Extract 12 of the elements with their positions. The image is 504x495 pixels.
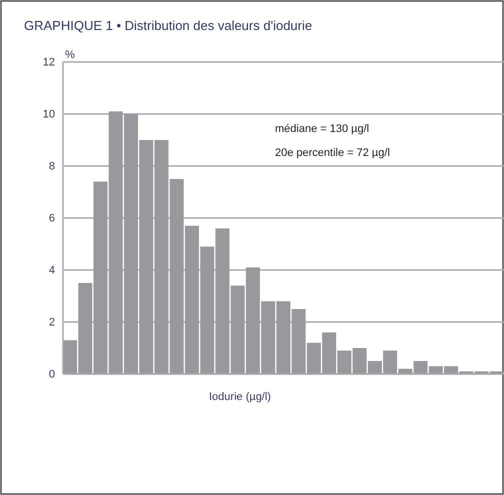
y-tick-label: 12	[42, 56, 55, 69]
annotation: médiane = 130 µg/l	[275, 123, 370, 135]
annotation: 20e percentile = 72 µg/l	[275, 147, 390, 159]
x-axis-title: Iodurie (µg/l)	[209, 391, 271, 403]
y-tick-label: 4	[48, 264, 55, 277]
chart-title: GRAPHIQUE 1 • Distribution des valeurs d'iodurie	[24, 18, 312, 33]
y-tick-label: 2	[48, 316, 55, 329]
y-tick-label: 0	[48, 368, 55, 381]
y-tick-label: 8	[48, 160, 55, 173]
y-tick-label: 6	[48, 212, 55, 225]
y-axis-title: %	[65, 49, 75, 61]
y-tick-label: 10	[42, 108, 55, 121]
